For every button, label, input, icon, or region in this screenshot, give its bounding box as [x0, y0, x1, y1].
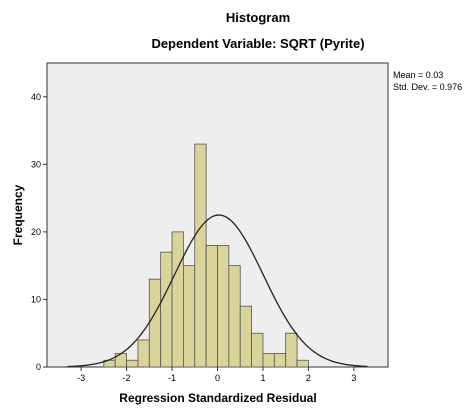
histogram-bar: [148, 278, 162, 368]
histogram-bar: [296, 359, 309, 368]
histogram-bar: [251, 332, 264, 368]
histogram-bar: [273, 353, 287, 368]
histogram-bar: [126, 359, 139, 368]
x-tick-label: -1: [168, 373, 176, 383]
histogram-bar: [160, 251, 173, 368]
stats-std-dev: Std. Dev. = 0.976: [393, 82, 462, 92]
x-tick-label: 2: [306, 373, 311, 383]
histogram-bar: [217, 244, 230, 368]
x-axis-title: Regression Standardized Residual: [119, 391, 316, 405]
normal-curve: [67, 214, 368, 368]
y-tick-label: 20: [31, 227, 41, 237]
histogram-bar: [228, 265, 241, 368]
histogram-bar: [171, 231, 184, 368]
chart-title: Histogram: [226, 10, 290, 25]
histogram-bar: [182, 265, 196, 368]
y-axis-title: Frequency: [11, 184, 25, 245]
y-tick-label: 30: [31, 159, 41, 169]
histogram-bar: [285, 332, 298, 368]
x-tick-label: -3: [77, 373, 85, 383]
y-axis: 0 10 20 30 40: [31, 92, 47, 372]
histogram-bar: [194, 143, 207, 368]
x-tick-label: 0: [215, 373, 220, 383]
x-tick-label: 1: [260, 373, 265, 383]
x-tick-label: 3: [351, 373, 356, 383]
y-tick-label: 40: [31, 92, 41, 102]
histogram-bar: [262, 353, 275, 368]
histogram-bar: [137, 339, 150, 368]
histogram-bars: [103, 143, 309, 368]
histogram-bar: [205, 244, 218, 368]
stats-mean: Mean = 0.03: [393, 70, 443, 80]
y-tick-label: 0: [36, 362, 41, 372]
x-tick-label: -2: [123, 373, 131, 383]
y-tick-label: 10: [31, 294, 41, 304]
histogram-bar: [239, 305, 253, 368]
x-axis: -3 -2 -1 0 1 2 3: [77, 367, 356, 383]
chart-subtitle: Dependent Variable: SQRT (Pyrite): [151, 36, 364, 51]
